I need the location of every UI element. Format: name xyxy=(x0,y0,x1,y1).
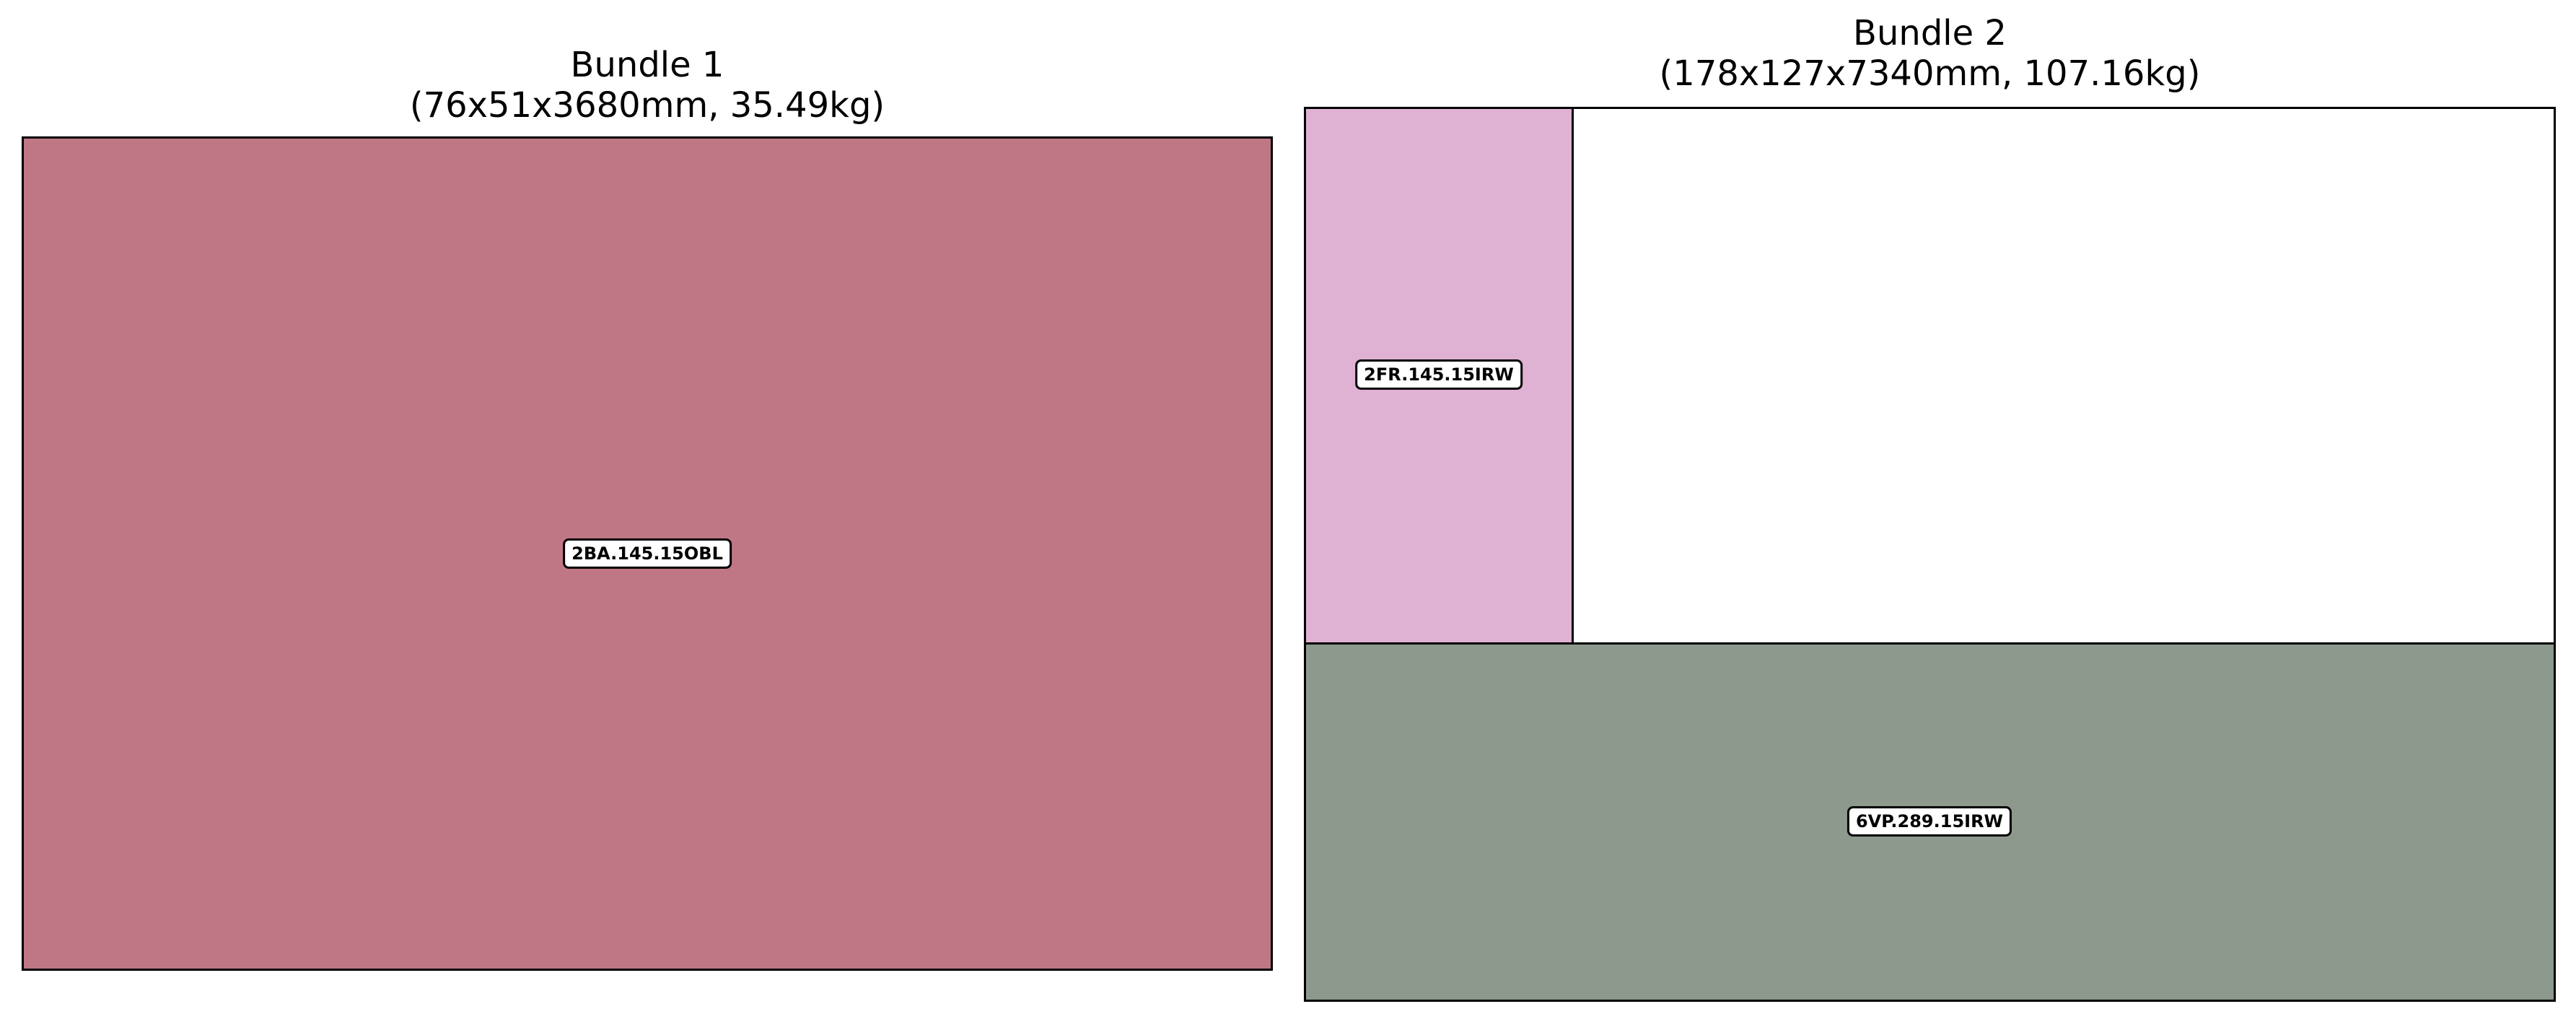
bundle-1-dimensions: (76x51x3680mm, 35.49kg) xyxy=(409,85,885,126)
bundle-2-frame: 2FR.145.15IRW 6VP.289.15IRW xyxy=(1304,107,2556,1002)
piece-label-6vp: 6VP.289.15IRW xyxy=(1846,806,2012,837)
bundle-2-dimensions: (178x127x7340mm, 107.16kg) xyxy=(1659,53,2201,94)
bundle-1-name: Bundle 1 xyxy=(570,45,724,85)
bundle-1-title: Bundle 1 (76x51x3680mm, 35.49kg) xyxy=(22,45,1273,126)
bundle-1-frame: 2BA.145.15OBL xyxy=(22,136,1273,971)
bundle-2-title: Bundle 2 (178x127x7340mm, 107.16kg) xyxy=(1304,13,2556,94)
bundle-2-empty-space xyxy=(1572,107,2556,645)
piece-label-2fr: 2FR.145.15IRW xyxy=(1355,359,1523,390)
bundle-2-name: Bundle 2 xyxy=(1853,13,2007,53)
piece-label-2ba: 2BA.145.15OBL xyxy=(563,538,732,569)
